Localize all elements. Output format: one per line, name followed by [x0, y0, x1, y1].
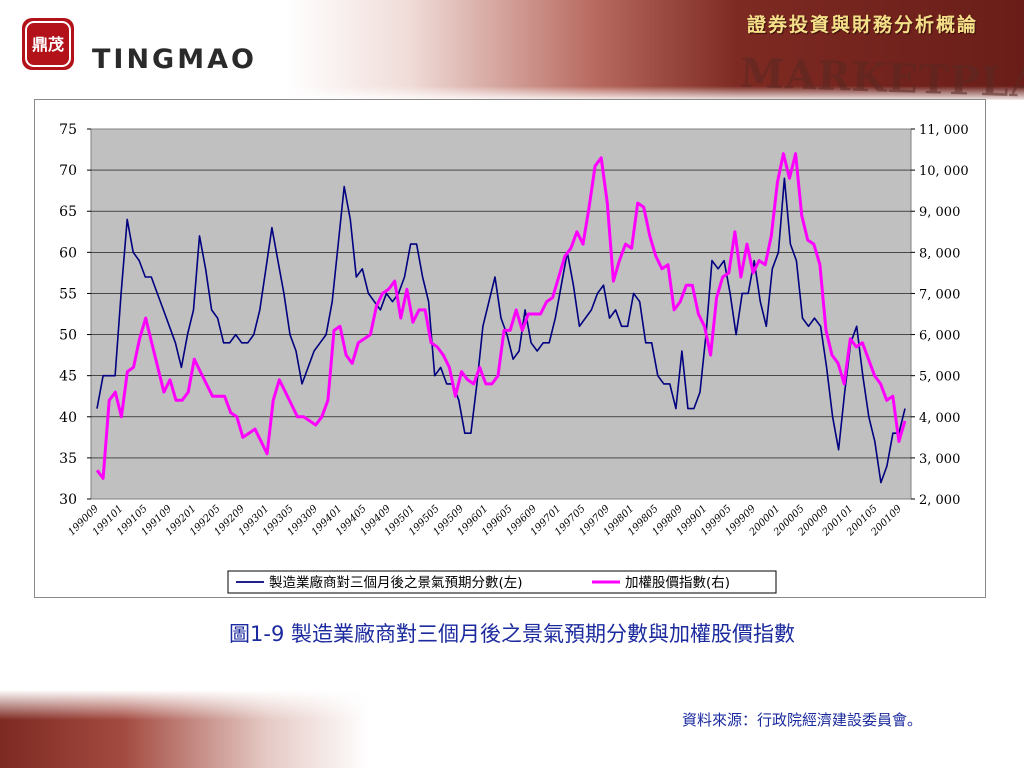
left-tick-label: 55	[59, 286, 77, 302]
left-tick-label: 70	[59, 163, 77, 179]
data-source: 資料來源：行政院經濟建設委員會。	[681, 711, 922, 729]
left-tick-label: 50	[59, 328, 77, 344]
left-tick-label: 75	[59, 122, 77, 138]
series-line-expectation-score	[96, 177, 906, 484]
chart-frame: 30 35 40 45 50 55 60 65 70 75 2, 000 3, 000 4, 000 5,…	[34, 99, 986, 598]
tingmao-logo-icon: 鼎茂	[22, 18, 74, 70]
presentation-title: 證券投資與財務分析概論	[746, 14, 978, 36]
right-tick-label: 3, 000	[919, 452, 960, 467]
logo-glyphs: 鼎茂	[32, 35, 64, 54]
legend-label: 製造業廠商對三個月後之景氣預期分數(左)	[269, 574, 523, 591]
figure-caption: 圖1-9 製造業廠商對三個月後之景氣預期分數與加權股價指數	[229, 622, 795, 646]
left-tick-label: 45	[59, 369, 77, 385]
legend-box	[227, 570, 777, 594]
series-line-stock-index	[95, 152, 907, 480]
header-background	[0, 0, 1024, 100]
right-tick-label: 5, 000	[919, 370, 960, 385]
right-tick-label: 9, 000	[919, 205, 960, 220]
left-tick-label: 30	[59, 492, 77, 508]
logo-text: TINGMAO	[92, 44, 257, 75]
right-tick-label: 11, 000	[919, 123, 969, 138]
right-tick-label: 4, 000	[919, 411, 960, 426]
left-tick-label: 40	[59, 410, 77, 426]
legend-label: 加權股價指數(右)	[625, 575, 730, 591]
right-tick-label: 7, 000	[919, 287, 960, 302]
right-tick-label: 2, 000	[919, 493, 960, 508]
footer-fade	[0, 690, 1024, 720]
left-tick-label: 65	[59, 204, 77, 220]
right-tick-label: 8, 000	[919, 246, 960, 261]
right-tick-label: 10, 000	[919, 164, 969, 179]
line-chart: 30 35 40 45 50 55 60 65 70 75 2, 000 3, 000 4, 000 5,…	[59, 122, 969, 594]
right-tick-label: 6, 000	[919, 329, 960, 344]
left-tick-label: 60	[59, 245, 77, 261]
left-tick-label: 35	[59, 451, 77, 467]
